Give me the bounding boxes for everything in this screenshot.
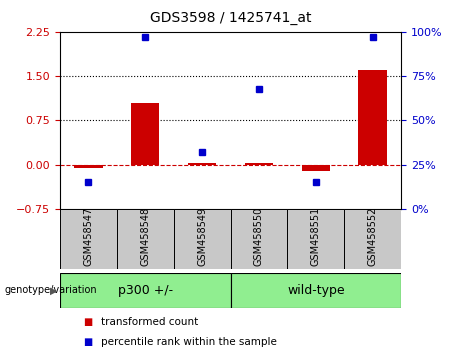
Text: transformed count: transformed count [101,317,199,327]
Bar [301,165,330,171]
Text: ■: ■ [83,317,92,327]
Bar [358,70,387,165]
Text: percentile rank within the sample: percentile rank within the sample [101,337,278,347]
Text: GSM458550: GSM458550 [254,207,264,266]
Text: ▶: ▶ [50,285,58,295]
Text: p300 +/-: p300 +/- [118,284,173,297]
Bar [344,209,401,269]
Bar [60,273,230,308]
Bar [230,209,287,269]
Text: GSM458547: GSM458547 [83,207,94,266]
Bar [74,165,102,167]
Bar [287,209,344,269]
Text: ■: ■ [83,337,92,347]
Bar [245,164,273,165]
Text: GSM458549: GSM458549 [197,207,207,266]
Text: GSM458551: GSM458551 [311,207,321,266]
Bar [230,273,401,308]
Bar [188,164,216,165]
Text: wild-type: wild-type [287,284,344,297]
Bar [60,209,117,269]
Bar [131,103,160,165]
Bar [117,209,174,269]
Text: genotype/variation: genotype/variation [5,285,97,295]
Text: GSM458548: GSM458548 [140,207,150,266]
Text: GDS3598 / 1425741_at: GDS3598 / 1425741_at [150,11,311,25]
Bar [174,209,230,269]
Text: GSM458552: GSM458552 [367,207,378,266]
